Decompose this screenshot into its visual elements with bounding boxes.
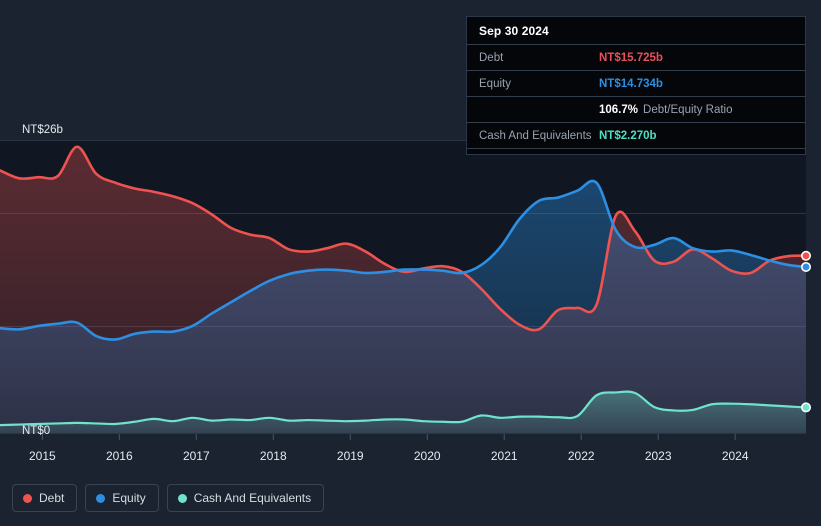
- area-equity: [0, 180, 806, 433]
- chart-legend: Debt Equity Cash And Equivalents: [12, 484, 325, 512]
- line-equity: [0, 179, 806, 341]
- legend-label-equity: Equity: [112, 491, 146, 505]
- tooltip-label-cash: Cash And Equivalents: [479, 129, 592, 142]
- tooltip-row-cash: Cash And Equivalents NT$2.270b: [467, 122, 805, 148]
- y-axis-zero-label: NT$0: [22, 425, 51, 437]
- tooltip-ratio-group: 106.7% Debt/Equity Ratio: [599, 104, 733, 116]
- x-axis-label-2016: 2016: [105, 449, 133, 463]
- endpoint-marker-cash-and-equivalents: [800, 402, 811, 413]
- tooltip-label-ratio: Debt/Equity Ratio: [643, 103, 733, 116]
- tooltip-footer-divider: [467, 148, 805, 154]
- series-layer: [0, 145, 806, 434]
- x-axis-ticks: [41, 434, 736, 440]
- endpoint-marker-equity: [800, 261, 811, 272]
- line-debt: [0, 145, 806, 332]
- tooltip-label-debt: Debt: [479, 51, 504, 64]
- tooltip-value-equity: NT$14.734b: [599, 77, 663, 90]
- legend-label-cash: Cash And Equivalents: [193, 491, 312, 505]
- line-cash-and-equivalents: [0, 390, 806, 427]
- x-axis-label-2017: 2017: [182, 449, 210, 463]
- x-axis-label-2021: 2021: [490, 449, 518, 463]
- x-axis-label-2024: 2024: [721, 449, 749, 463]
- tooltip-value-cash: NT$2.270b: [599, 129, 657, 142]
- legend-dot-icon-cash: [177, 493, 187, 503]
- area-cash-and-equivalents: [0, 391, 806, 433]
- tooltip-label-equity: Equity: [479, 77, 511, 90]
- series-endpoint-markers: [800, 250, 811, 413]
- x-axis-label-2015: 2015: [28, 449, 56, 463]
- tooltip-row-ratio: 106.7% Debt/Equity Ratio: [467, 96, 805, 122]
- legend-item-equity[interactable]: Equity: [85, 484, 159, 512]
- tooltip-value-debt: NT$15.725b: [599, 51, 663, 64]
- legend-dot-icon-equity: [96, 493, 106, 503]
- endpoint-marker-debt: [800, 250, 811, 261]
- y-axis-max-label: NT$26b: [22, 124, 63, 136]
- x-axis-label-2020: 2020: [413, 449, 441, 463]
- legend-label-debt: Debt: [39, 491, 65, 505]
- tooltip-row-equity: Equity NT$14.734b: [467, 70, 805, 96]
- legend-item-cash[interactable]: Cash And Equivalents: [166, 484, 325, 512]
- x-axis-label-2019: 2019: [336, 449, 364, 463]
- legend-dot-icon-debt: [23, 493, 32, 503]
- tooltip-value-ratio: 106.7%: [599, 103, 639, 116]
- legend-item-debt[interactable]: Debt: [12, 484, 78, 512]
- x-axis-label-2023: 2023: [644, 449, 672, 463]
- x-axis-label-2018: 2018: [259, 449, 287, 463]
- tooltip-row-debt: Debt NT$15.725b: [467, 44, 805, 70]
- tooltip-date: Sep 30 2024: [479, 24, 549, 38]
- data-tooltip: Sep 30 2024 Debt NT$15.725b Equity NT$14…: [466, 16, 806, 155]
- x-axis-label-2022: 2022: [567, 449, 595, 463]
